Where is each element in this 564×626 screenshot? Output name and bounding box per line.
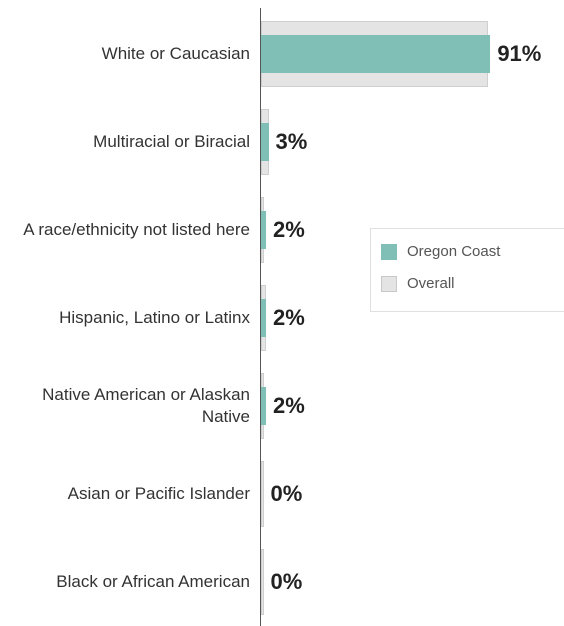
category-label: Hispanic, Latino or Latinx [59, 308, 250, 327]
category-label: Native American or Alaskan Native [42, 385, 250, 426]
value-label: 0% [270, 569, 303, 594]
legend-swatch [381, 243, 397, 260]
value-label: 91% [497, 41, 542, 66]
legend-item: Overall [381, 275, 455, 292]
oregon-coast-bar [261, 299, 267, 337]
overall-bar [261, 549, 264, 615]
category-label: Black or African American [56, 572, 250, 591]
oregon-coast-bar [261, 211, 267, 249]
legend-label: Oregon Coast [407, 243, 501, 260]
legend-item: Oregon Coast [381, 243, 500, 260]
oregon-coast-bar [261, 35, 491, 73]
overall-bar [261, 461, 264, 527]
value-label: 0% [270, 481, 303, 506]
category-label: A race/ethnicity not listed here [23, 220, 250, 239]
oregon-coast-bar [261, 387, 267, 425]
value-label: 3% [275, 129, 308, 154]
axis-line [260, 8, 261, 626]
legend-label: Overall [407, 275, 455, 292]
oregon-coast-bar [261, 123, 269, 161]
value-label: 2% [273, 217, 305, 242]
category-label: White or Caucasian [101, 44, 250, 63]
value-label: 2% [273, 305, 305, 330]
category-label: Multiracial or Biracial [93, 132, 250, 151]
legend-swatch [381, 275, 397, 292]
value-label: 2% [273, 393, 305, 418]
category-label: Asian or Pacific Islander [67, 484, 250, 503]
legend: Oregon Coast Overall [370, 228, 564, 312]
